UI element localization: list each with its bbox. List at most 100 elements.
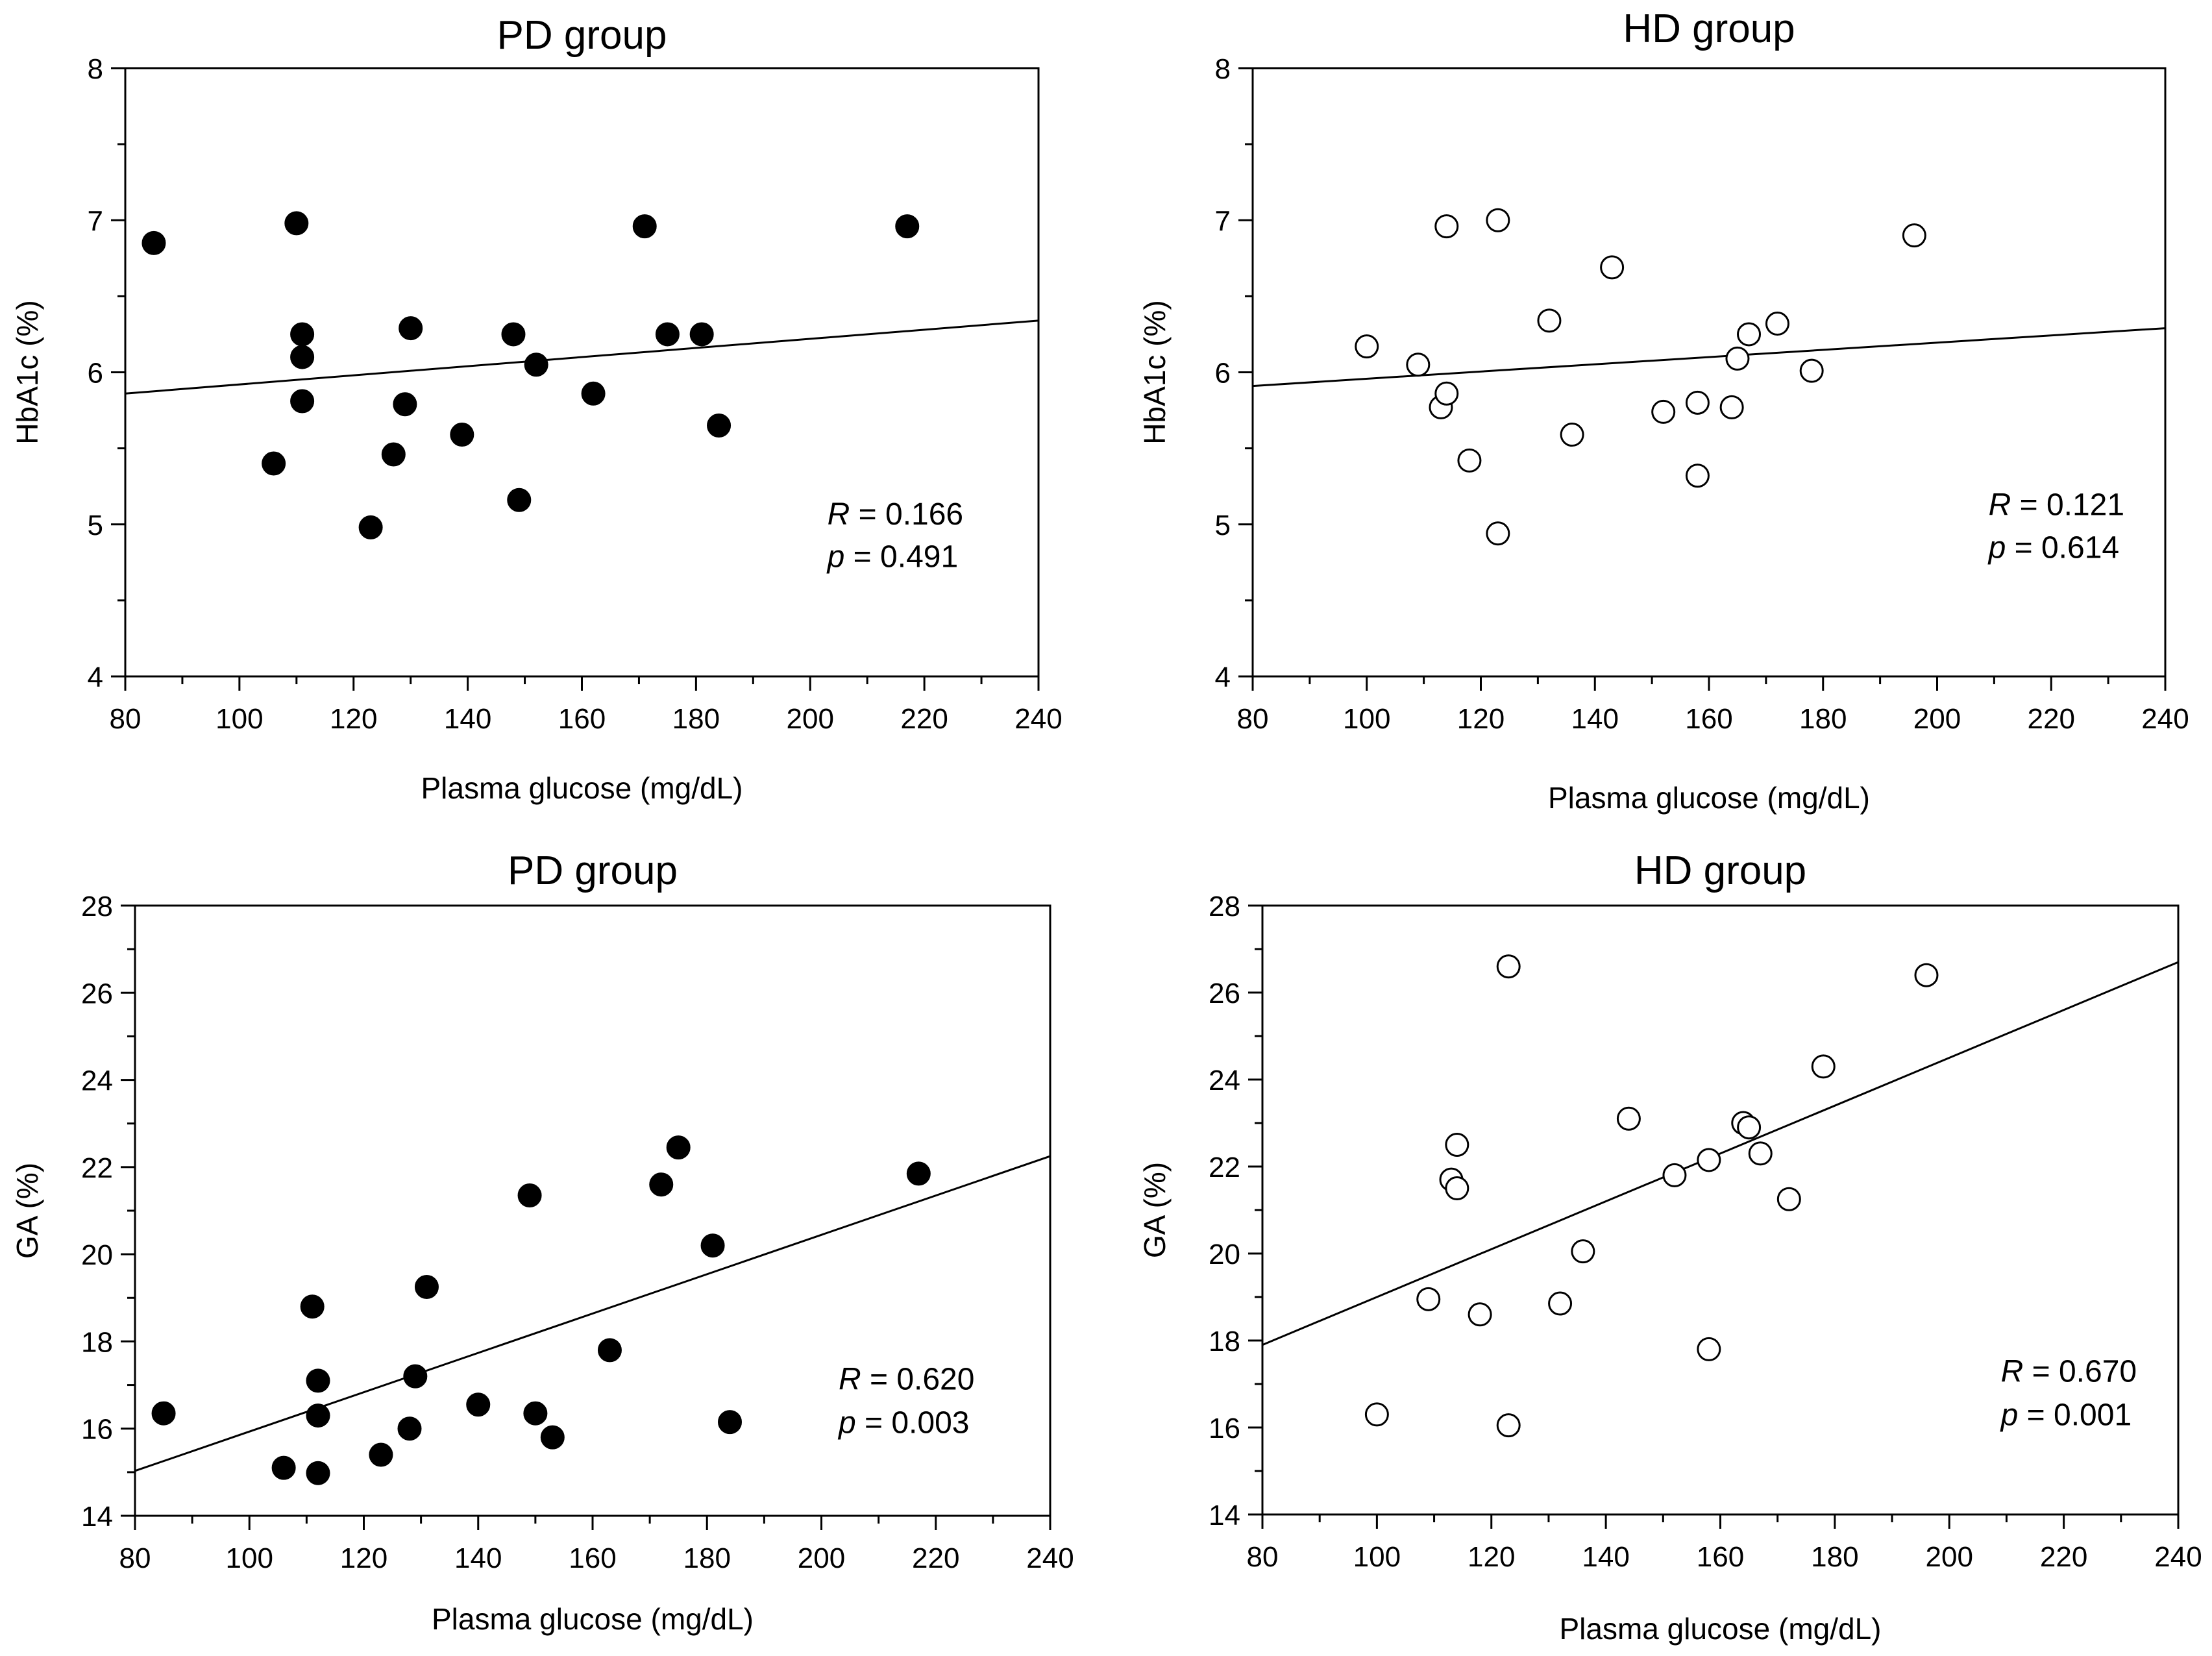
data-point (1445, 1176, 1469, 1200)
scatter-panel-1: PD group 80 100 120 140 160 180 200 220 240 4 5 6 7 8 P… (10, 13, 1063, 805)
p-statistic: p = 0.001 (2000, 1398, 2132, 1433)
data-point (403, 1364, 428, 1389)
r-value: = 0.670 (2023, 1355, 2137, 1389)
y-tick-label: 26 (81, 978, 113, 1009)
data-point (306, 1403, 330, 1428)
plot-frame (124, 67, 1040, 678)
y-tick-label: 14 (1209, 1500, 1240, 1531)
data-point (632, 214, 657, 239)
data-point (141, 230, 166, 255)
data-point (290, 389, 315, 414)
data-point (1457, 448, 1482, 473)
data-point (397, 1416, 422, 1441)
data-point (1468, 1302, 1492, 1327)
data-point (507, 488, 532, 512)
x-tick-label: 120 (340, 1542, 387, 1574)
p-symbol: p (837, 1405, 856, 1440)
data-point (399, 316, 423, 341)
x-axis-label: Plasma glucose (mg/dL) (432, 1602, 754, 1636)
p-value: = 0.003 (856, 1405, 970, 1440)
data-point (1571, 1239, 1595, 1264)
data-point (524, 352, 548, 377)
x-tick-label: 120 (1468, 1541, 1515, 1573)
p-statistic: p = 0.491 (826, 539, 959, 574)
x-tick-label: 240 (2141, 703, 2189, 735)
data-point (1496, 1413, 1521, 1438)
x-tick-label: 140 (444, 703, 491, 735)
data-point (1765, 312, 1789, 336)
y-tick-label: 22 (1209, 1152, 1240, 1183)
x-axis-label: Plasma glucose (mg/dL) (1548, 781, 1870, 815)
y-tick-label: 26 (1209, 978, 1240, 1009)
data-point (381, 442, 406, 467)
y-tick-label: 6 (1215, 358, 1231, 389)
x-tick-label: 160 (1685, 703, 1732, 735)
p-value: = 0.491 (844, 539, 958, 574)
data-point (1416, 1287, 1441, 1311)
y-tick-label: 7 (88, 205, 103, 237)
data-point (1697, 1337, 1721, 1361)
data-point (1902, 223, 1926, 248)
r-statistic: R = 0.670 (2001, 1355, 2137, 1389)
data-point (262, 451, 286, 476)
x-tick-label: 180 (1799, 703, 1847, 735)
data-point (1914, 963, 1939, 987)
y-axis-label: HbA1c (%) (1138, 300, 1172, 444)
data-point (1737, 322, 1762, 347)
r-symbol: R (1989, 488, 2011, 523)
y-tick-label: 20 (81, 1239, 113, 1271)
data-point (517, 1183, 542, 1207)
data-point (649, 1172, 674, 1197)
regression-line (134, 1155, 1051, 1472)
p-statistic: p = 0.614 (1987, 530, 2120, 565)
y-tick-label: 28 (1209, 891, 1240, 922)
x-tick-label: 180 (683, 1542, 731, 1574)
data-point (1737, 1115, 1762, 1140)
data-point (414, 1275, 439, 1299)
r-statistic: R = 0.121 (1989, 488, 2125, 523)
x-axis-label: Plasma glucose (mg/dL) (421, 771, 743, 805)
x-tick-label: 220 (900, 703, 948, 735)
data-point (369, 1442, 393, 1467)
x-tick-label: 100 (226, 1542, 273, 1574)
r-statistic: R = 0.620 (839, 1362, 975, 1396)
chart-title: PD group (508, 848, 678, 893)
scatter-panel-2: HD group 80 100 120 140 160 180 200 220 240 4 5 6 7 8 P… (1138, 6, 2189, 815)
chart-title: HD group (1634, 848, 1806, 893)
data-point (1651, 399, 1676, 424)
data-point (1719, 395, 1744, 419)
y-tick-label: 5 (1215, 510, 1231, 541)
data-point (718, 1410, 742, 1435)
x-tick-label: 200 (1913, 703, 1961, 735)
r-statistic: R = 0.166 (828, 497, 964, 532)
x-tick-label: 240 (2154, 1541, 2202, 1573)
data-point (1776, 1187, 1801, 1211)
y-tick-label: 24 (1209, 1065, 1240, 1096)
data-point (1799, 358, 1824, 383)
y-tick-label: 8 (88, 53, 103, 85)
data-point (393, 392, 417, 417)
x-tick-label: 240 (1026, 1542, 1074, 1574)
x-tick-label: 80 (1237, 703, 1269, 735)
r-value: = 0.620 (861, 1362, 975, 1396)
r-value: = 0.166 (850, 497, 963, 532)
data-point (666, 1135, 691, 1160)
x-tick-label: 140 (454, 1542, 502, 1574)
data-point (151, 1401, 176, 1426)
data-point (1537, 308, 1562, 333)
data-point (655, 322, 680, 347)
data-point (1406, 352, 1431, 377)
r-symbol: R (828, 497, 850, 532)
x-tick-label: 160 (558, 703, 606, 735)
data-point (290, 345, 315, 369)
regression-line (1262, 961, 2179, 1346)
data-point (906, 1161, 931, 1186)
x-tick-label: 140 (1582, 1541, 1629, 1573)
data-point (597, 1338, 622, 1363)
data-point (1434, 214, 1459, 239)
x-tick-label: 80 (110, 703, 141, 735)
r-value: = 0.121 (2011, 488, 2124, 523)
x-tick-label: 160 (569, 1542, 616, 1574)
